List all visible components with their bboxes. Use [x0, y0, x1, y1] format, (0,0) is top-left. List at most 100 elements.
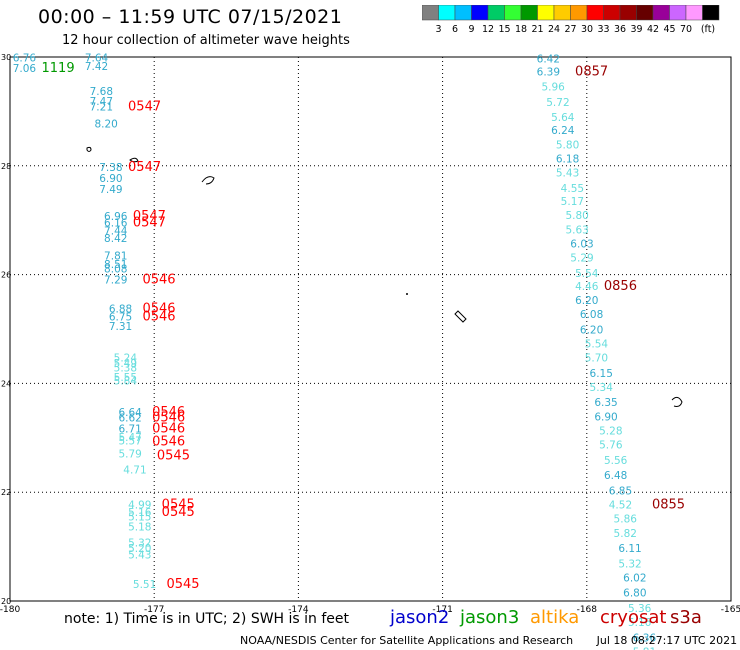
color-scale-label: 42 — [647, 24, 659, 35]
wave-height-label: 5.82 — [614, 528, 637, 540]
color-scale-label: 12 — [482, 24, 494, 35]
wave-height-label: 6.90 — [99, 173, 122, 185]
color-scale-label: 21 — [531, 24, 543, 35]
wave-height-label: 5.86 — [614, 514, 638, 526]
x-tick-label: -180 — [0, 605, 20, 615]
color-scale-bar: 3 6 9 12 15 18 21 24 27 30 33 36 39 42 45 70 (ft) — [422, 5, 720, 35]
pass-time-label: 0857 — [575, 64, 608, 79]
color-scale-label: 15 — [498, 24, 510, 35]
pass-time-label: 0547 — [128, 160, 161, 175]
wave-height-label: 7.68 — [90, 86, 113, 98]
wave-height-label: 5.34 — [590, 382, 614, 394]
wave-height-label: 5.55 — [114, 372, 137, 384]
wave-height-label: 5.84 — [114, 375, 138, 387]
wave-height-label: 5.36 — [628, 603, 652, 615]
pass-time-label: 0546 — [142, 272, 175, 287]
wave-height-label: 8.51 — [104, 259, 127, 271]
wave-height-label: 4.46 — [575, 281, 599, 293]
island-outline — [454, 310, 467, 323]
wave-height-label: 6.03 — [570, 238, 593, 250]
wave-height-label: 5.80 — [556, 139, 579, 151]
wave-height-label: 7.21 — [90, 101, 113, 113]
wave-height-label: 8.42 — [104, 233, 127, 245]
color-scale-label: 45 — [663, 24, 675, 35]
wave-height-label: 8.08 — [104, 263, 127, 275]
wave-height-label: 6.20 — [580, 324, 603, 336]
wave-height-label: 4.52 — [609, 500, 632, 512]
x-tick-label: -168 — [577, 605, 598, 615]
wave-height-label: 6.42 — [537, 53, 560, 65]
pass-time-label: 0545 — [166, 577, 199, 592]
wave-height-label: 5.43 — [556, 168, 579, 180]
wave-height-label: 5.32 — [618, 558, 641, 570]
wave-height-label: 5.96 — [541, 82, 565, 94]
wave-height-label: 6.80 — [623, 588, 646, 600]
wave-height-label: 5.64 — [551, 112, 575, 124]
wave-height-label: 5.32 — [128, 538, 151, 550]
wave-height-label: 7.38 — [99, 162, 122, 174]
wave-height-label: 5.15 — [128, 511, 151, 523]
wave-height-label: 7.29 — [104, 274, 127, 286]
wave-height-label: 6.75 — [109, 311, 132, 323]
legend-entry-cryosat: cryosat — [600, 607, 667, 628]
wave-height-label: 5.79 — [118, 448, 141, 460]
pass-time-label: 0545 — [162, 505, 195, 520]
timestamp-text: Jul 18 08:27:17 UTC 2021 — [596, 634, 738, 647]
wave-height-label: 5.20 — [128, 543, 151, 555]
x-tick-label: -174 — [288, 605, 309, 615]
wave-height-label: 4.55 — [561, 183, 584, 195]
x-tick-label: -165 — [721, 605, 740, 615]
legend-entry-altika: altika — [530, 607, 580, 628]
wave-height-label: 7.64 — [85, 52, 109, 64]
wave-height-label: 6.48 — [604, 470, 627, 482]
wave-height-label: 5.29 — [570, 253, 593, 265]
wave-height-label: 6.15 — [590, 368, 613, 380]
pass-time-label: 0547 — [128, 99, 161, 114]
legend-entry-s3a: s3a — [670, 607, 702, 628]
color-scale-unit: (ft) — [701, 24, 715, 35]
wave-height-label: 6.90 — [594, 411, 617, 423]
wave-height-label: 5.51 — [133, 579, 156, 591]
pass-time-label: 0546 — [152, 434, 185, 449]
wave-height-label: 5.16 — [628, 617, 652, 629]
wave-height-label: 6.08 — [580, 309, 603, 321]
wave-height-label: 5.18 — [128, 521, 151, 533]
wave-height-label: 5.38 — [114, 362, 137, 374]
wave-height-label: 5.16 — [128, 507, 152, 519]
legend-entry-jason3: jason3 — [460, 607, 520, 628]
wave-height-label: 7.49 — [99, 184, 122, 196]
y-tick-label: 22 — [1, 488, 11, 497]
pass-time-label: 0855 — [652, 498, 685, 513]
wave-height-label: 6.24 — [551, 125, 575, 137]
wave-height-label: 5.81 — [633, 646, 656, 650]
wave-height-label: 5.70 — [585, 353, 608, 365]
wave-height-label: 6.71 — [118, 423, 141, 435]
wave-height-label: 5.54 — [585, 338, 609, 350]
wave-height-label: 6.02 — [623, 572, 646, 584]
color-scale-label: 3 — [435, 24, 441, 35]
wave-height-label: 6.76 — [13, 52, 37, 64]
island-outline — [671, 396, 683, 407]
wave-height-label: 6.20 — [575, 295, 598, 307]
wave-height-label: 5.24 — [114, 353, 138, 365]
pass-time-label: 0546 — [152, 421, 185, 436]
color-scale-label: 30 — [581, 24, 593, 35]
y-tick-label: 26 — [1, 271, 11, 280]
color-scale-label: 33 — [597, 24, 609, 35]
pass-time-label: 0545 — [162, 498, 195, 513]
pass-time-label: 0547 — [133, 209, 166, 224]
color-scale-label: 39 — [630, 24, 642, 35]
color-scale-label: 36 — [614, 24, 626, 35]
wave-height-label: 7.81 — [104, 250, 127, 262]
wave-height-label: 5.28 — [599, 426, 622, 438]
credit-line: NOAA/NESDIS Center for Satellite Applica… — [240, 634, 737, 647]
wave-height-label: 4.71 — [123, 465, 146, 477]
wave-height-label: 6.16 — [104, 218, 128, 230]
x-tick-label: -171 — [432, 605, 452, 615]
wave-height-label: 7.06 — [13, 63, 37, 75]
wave-height-label: 6.11 — [618, 543, 641, 555]
pass-time-label: 0546 — [152, 405, 185, 420]
wave-height-label: 6.64 — [118, 407, 142, 419]
wave-height-label: 8.20 — [94, 119, 117, 131]
